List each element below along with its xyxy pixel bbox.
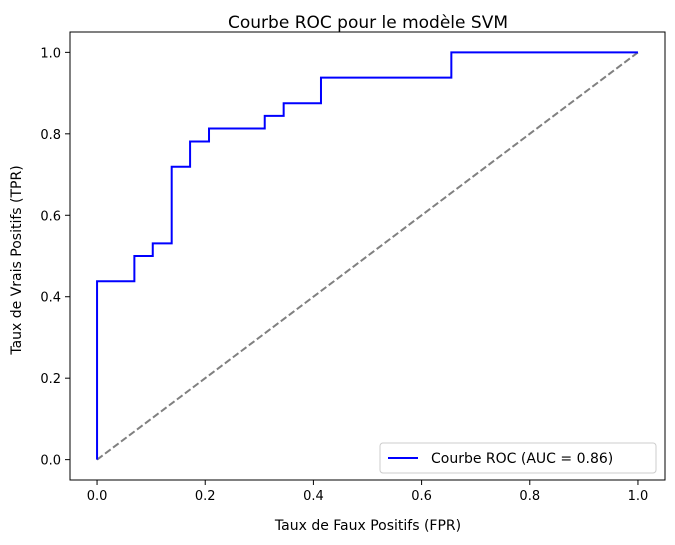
roc-curve-line [96, 51, 638, 460]
y-tick-label: 0.2 [40, 372, 61, 387]
plot-area [96, 51, 639, 461]
x-tick-label: 0.4 [303, 489, 324, 504]
y-tick-label: 0.0 [40, 454, 61, 469]
y-tick-label: 0.4 [40, 291, 61, 306]
legend: Courbe ROC (AUC = 0.86) [379, 442, 657, 474]
y-tick-label: 0.8 [40, 128, 61, 143]
x-tick-label: 0.2 [195, 489, 216, 504]
x-tick-label: 1.0 [628, 489, 649, 504]
random-baseline-line [96, 51, 639, 461]
x-axis-ticks: 0.0 0.2 0.4 0.6 0.8 1.0 [87, 480, 649, 504]
y-tick-label: 1.0 [40, 46, 61, 61]
y-axis-ticks: 0.0 0.2 0.4 0.6 0.8 1.0 [40, 46, 70, 469]
legend-label-roc: Courbe ROC (AUC = 0.86) [431, 451, 613, 467]
x-tick-label: 0.6 [411, 489, 432, 504]
y-axis-label: Taux de Vrais Positifs (TPR) [9, 165, 25, 355]
y-tick-label: 0.6 [40, 209, 61, 224]
chart-title: Courbe ROC pour le modèle SVM [228, 13, 508, 33]
legend-box [379, 442, 657, 474]
x-tick-label: 0.0 [87, 489, 108, 504]
plot-frame [69, 31, 666, 481]
x-axis-label: Taux de Faux Positifs (FPR) [274, 518, 461, 534]
x-tick-label: 0.8 [519, 489, 540, 504]
